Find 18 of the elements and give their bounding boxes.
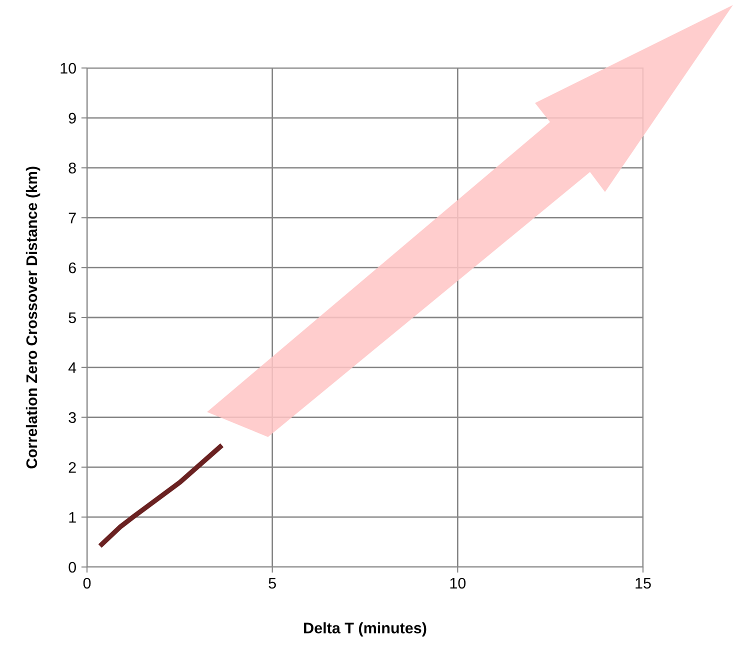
y-tick-label: 6	[68, 262, 76, 274]
y-tick-label: 0	[68, 562, 76, 573]
y-tick-label: 8	[68, 162, 76, 174]
x-axis-title: Delta T (minutes)	[304, 622, 426, 636]
x-tick-label: 0	[83, 578, 91, 589]
y-tick-label: 5	[68, 312, 76, 324]
y-tick-label: 1	[69, 512, 76, 523]
x-tick-label: 10	[450, 578, 466, 589]
y-tick-label: 2	[68, 462, 76, 473]
y-tick-label: 3	[68, 412, 76, 423]
y-tick-label: 10	[60, 62, 76, 74]
y-tick-label: 7	[68, 212, 76, 224]
x-tick-label: 5	[268, 578, 276, 589]
x-tick-label: 15	[636, 578, 651, 589]
line-series	[98, 442, 224, 548]
y-tick-label: 9	[68, 112, 76, 124]
y-tick-label: 4	[68, 362, 76, 373]
y-axis-title: Correlation Zero Crossover Distance (km)	[26, 166, 40, 468]
